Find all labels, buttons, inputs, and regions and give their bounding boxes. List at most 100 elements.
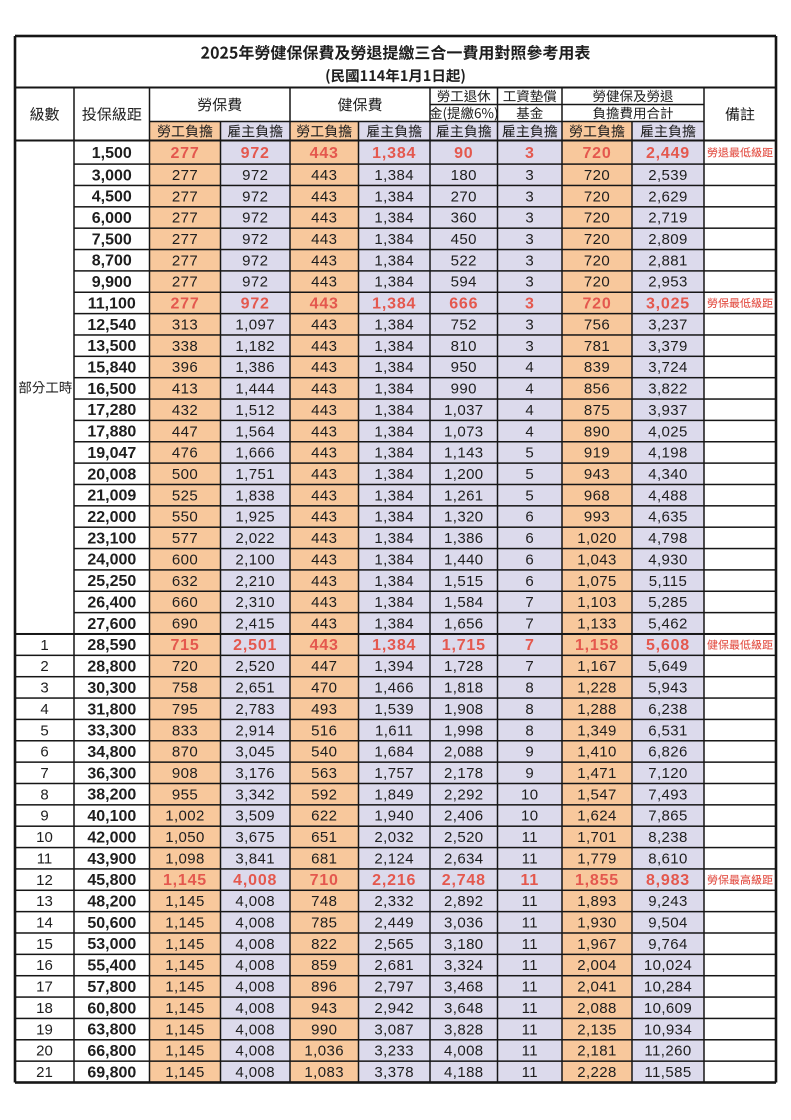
svg-text:3,087: 3,087 bbox=[374, 1021, 414, 1038]
svg-text:476: 476 bbox=[172, 445, 198, 462]
svg-text:943: 943 bbox=[584, 466, 610, 483]
svg-text:6: 6 bbox=[40, 744, 48, 761]
svg-text:443: 443 bbox=[311, 402, 337, 419]
svg-text:443: 443 bbox=[311, 188, 337, 205]
svg-text:4: 4 bbox=[525, 359, 534, 376]
svg-text:3,324: 3,324 bbox=[444, 957, 484, 974]
svg-text:16: 16 bbox=[36, 957, 53, 974]
svg-text:53,000: 53,000 bbox=[87, 936, 136, 953]
svg-text:8,700: 8,700 bbox=[92, 253, 132, 270]
svg-text:8,238: 8,238 bbox=[648, 829, 688, 846]
svg-text:752: 752 bbox=[451, 317, 477, 334]
svg-text:14: 14 bbox=[36, 915, 53, 932]
svg-text:919: 919 bbox=[584, 445, 610, 462]
svg-text:2,004: 2,004 bbox=[577, 957, 617, 974]
svg-text:1,073: 1,073 bbox=[444, 423, 484, 440]
svg-text:651: 651 bbox=[311, 829, 337, 846]
svg-text:720: 720 bbox=[584, 167, 610, 184]
svg-text:2,629: 2,629 bbox=[648, 188, 688, 205]
svg-text:4: 4 bbox=[525, 402, 534, 419]
svg-text:16,500: 16,500 bbox=[87, 381, 136, 398]
svg-text:432: 432 bbox=[172, 402, 198, 419]
svg-text:1,751: 1,751 bbox=[235, 466, 275, 483]
svg-text:6,826: 6,826 bbox=[648, 744, 688, 761]
svg-text:443: 443 bbox=[311, 487, 337, 504]
svg-text:4,008: 4,008 bbox=[235, 1021, 275, 1038]
svg-text:1,145: 1,145 bbox=[165, 915, 205, 932]
svg-text:1,611: 1,611 bbox=[375, 722, 413, 739]
svg-text:2: 2 bbox=[40, 658, 48, 675]
svg-text:2,135: 2,135 bbox=[577, 1021, 617, 1038]
svg-text:1,036: 1,036 bbox=[304, 1043, 344, 1060]
svg-text:5: 5 bbox=[40, 722, 48, 739]
svg-text:2,022: 2,022 bbox=[235, 530, 275, 547]
svg-text:11: 11 bbox=[522, 893, 538, 910]
svg-text:1,728: 1,728 bbox=[444, 658, 484, 675]
svg-text:443: 443 bbox=[310, 637, 339, 654]
svg-text:1,471: 1,471 bbox=[577, 765, 617, 782]
svg-text:26,400: 26,400 bbox=[87, 595, 136, 612]
svg-text:870: 870 bbox=[172, 744, 198, 761]
svg-text:3: 3 bbox=[525, 252, 534, 269]
svg-text:2,681: 2,681 bbox=[374, 957, 414, 974]
svg-text:4,008: 4,008 bbox=[235, 893, 275, 910]
svg-text:9: 9 bbox=[525, 765, 534, 782]
svg-text:2,748: 2,748 bbox=[442, 872, 486, 889]
svg-text:3: 3 bbox=[525, 210, 534, 227]
svg-text:396: 396 bbox=[172, 359, 198, 376]
svg-text:4,008: 4,008 bbox=[235, 979, 275, 996]
svg-text:15: 15 bbox=[36, 936, 53, 953]
svg-text:516: 516 bbox=[311, 722, 337, 739]
svg-text:17,280: 17,280 bbox=[87, 402, 136, 419]
svg-text:8: 8 bbox=[40, 786, 48, 803]
svg-text:1,384: 1,384 bbox=[374, 573, 414, 590]
svg-text:2,719: 2,719 bbox=[648, 210, 688, 227]
svg-text:1,512: 1,512 bbox=[235, 402, 275, 419]
svg-text:3,379: 3,379 bbox=[648, 338, 688, 355]
svg-text:1,384: 1,384 bbox=[374, 594, 414, 611]
svg-text:5: 5 bbox=[525, 466, 534, 483]
svg-text:38,200: 38,200 bbox=[87, 787, 136, 804]
svg-text:972: 972 bbox=[242, 274, 268, 291]
svg-text:10,609: 10,609 bbox=[644, 1000, 692, 1017]
svg-text:3,509: 3,509 bbox=[235, 808, 275, 825]
svg-text:2,178: 2,178 bbox=[444, 765, 484, 782]
svg-text:443: 443 bbox=[311, 509, 337, 526]
svg-text:1,684: 1,684 bbox=[374, 744, 414, 761]
svg-text:972: 972 bbox=[242, 231, 268, 248]
svg-text:1,384: 1,384 bbox=[374, 359, 414, 376]
svg-text:500: 500 bbox=[172, 466, 198, 483]
svg-text:972: 972 bbox=[241, 295, 270, 312]
svg-text:313: 313 bbox=[172, 317, 198, 334]
svg-text:5,285: 5,285 bbox=[648, 594, 688, 611]
svg-text:839: 839 bbox=[584, 359, 610, 376]
svg-text:990: 990 bbox=[311, 1021, 337, 1038]
svg-text:1,547: 1,547 bbox=[577, 786, 617, 803]
svg-text:968: 968 bbox=[584, 487, 610, 504]
svg-text:31,800: 31,800 bbox=[87, 701, 136, 718]
svg-text:69,800: 69,800 bbox=[87, 1064, 136, 1081]
svg-text:660: 660 bbox=[172, 594, 198, 611]
svg-text:447: 447 bbox=[172, 423, 198, 440]
svg-text:9,900: 9,900 bbox=[92, 274, 132, 291]
svg-text:8,983: 8,983 bbox=[646, 872, 690, 889]
svg-text:1,228: 1,228 bbox=[577, 680, 617, 697]
svg-text:1,701: 1,701 bbox=[577, 829, 617, 846]
svg-text:1,386: 1,386 bbox=[444, 530, 484, 547]
svg-text:1,624: 1,624 bbox=[577, 808, 617, 825]
svg-text:2,041: 2,041 bbox=[577, 979, 617, 996]
svg-text:758: 758 bbox=[172, 680, 198, 697]
svg-text:856: 856 bbox=[584, 381, 610, 398]
svg-text:1,002: 1,002 bbox=[165, 808, 205, 825]
svg-text:443: 443 bbox=[311, 231, 337, 248]
svg-text:1,075: 1,075 bbox=[577, 573, 617, 590]
svg-text:1,158: 1,158 bbox=[575, 637, 619, 654]
svg-text:3,036: 3,036 bbox=[444, 915, 484, 932]
svg-text:720: 720 bbox=[584, 274, 610, 291]
svg-text:2,809: 2,809 bbox=[648, 231, 688, 248]
svg-text:11: 11 bbox=[522, 829, 538, 846]
svg-text:443: 443 bbox=[311, 381, 337, 398]
svg-text:11,260: 11,260 bbox=[644, 1043, 691, 1060]
svg-text:277: 277 bbox=[172, 167, 198, 184]
svg-text:7,120: 7,120 bbox=[648, 765, 688, 782]
